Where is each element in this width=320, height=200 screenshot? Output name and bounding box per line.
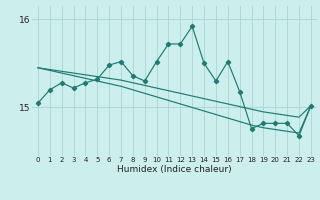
X-axis label: Humidex (Indice chaleur): Humidex (Indice chaleur) [117,165,232,174]
